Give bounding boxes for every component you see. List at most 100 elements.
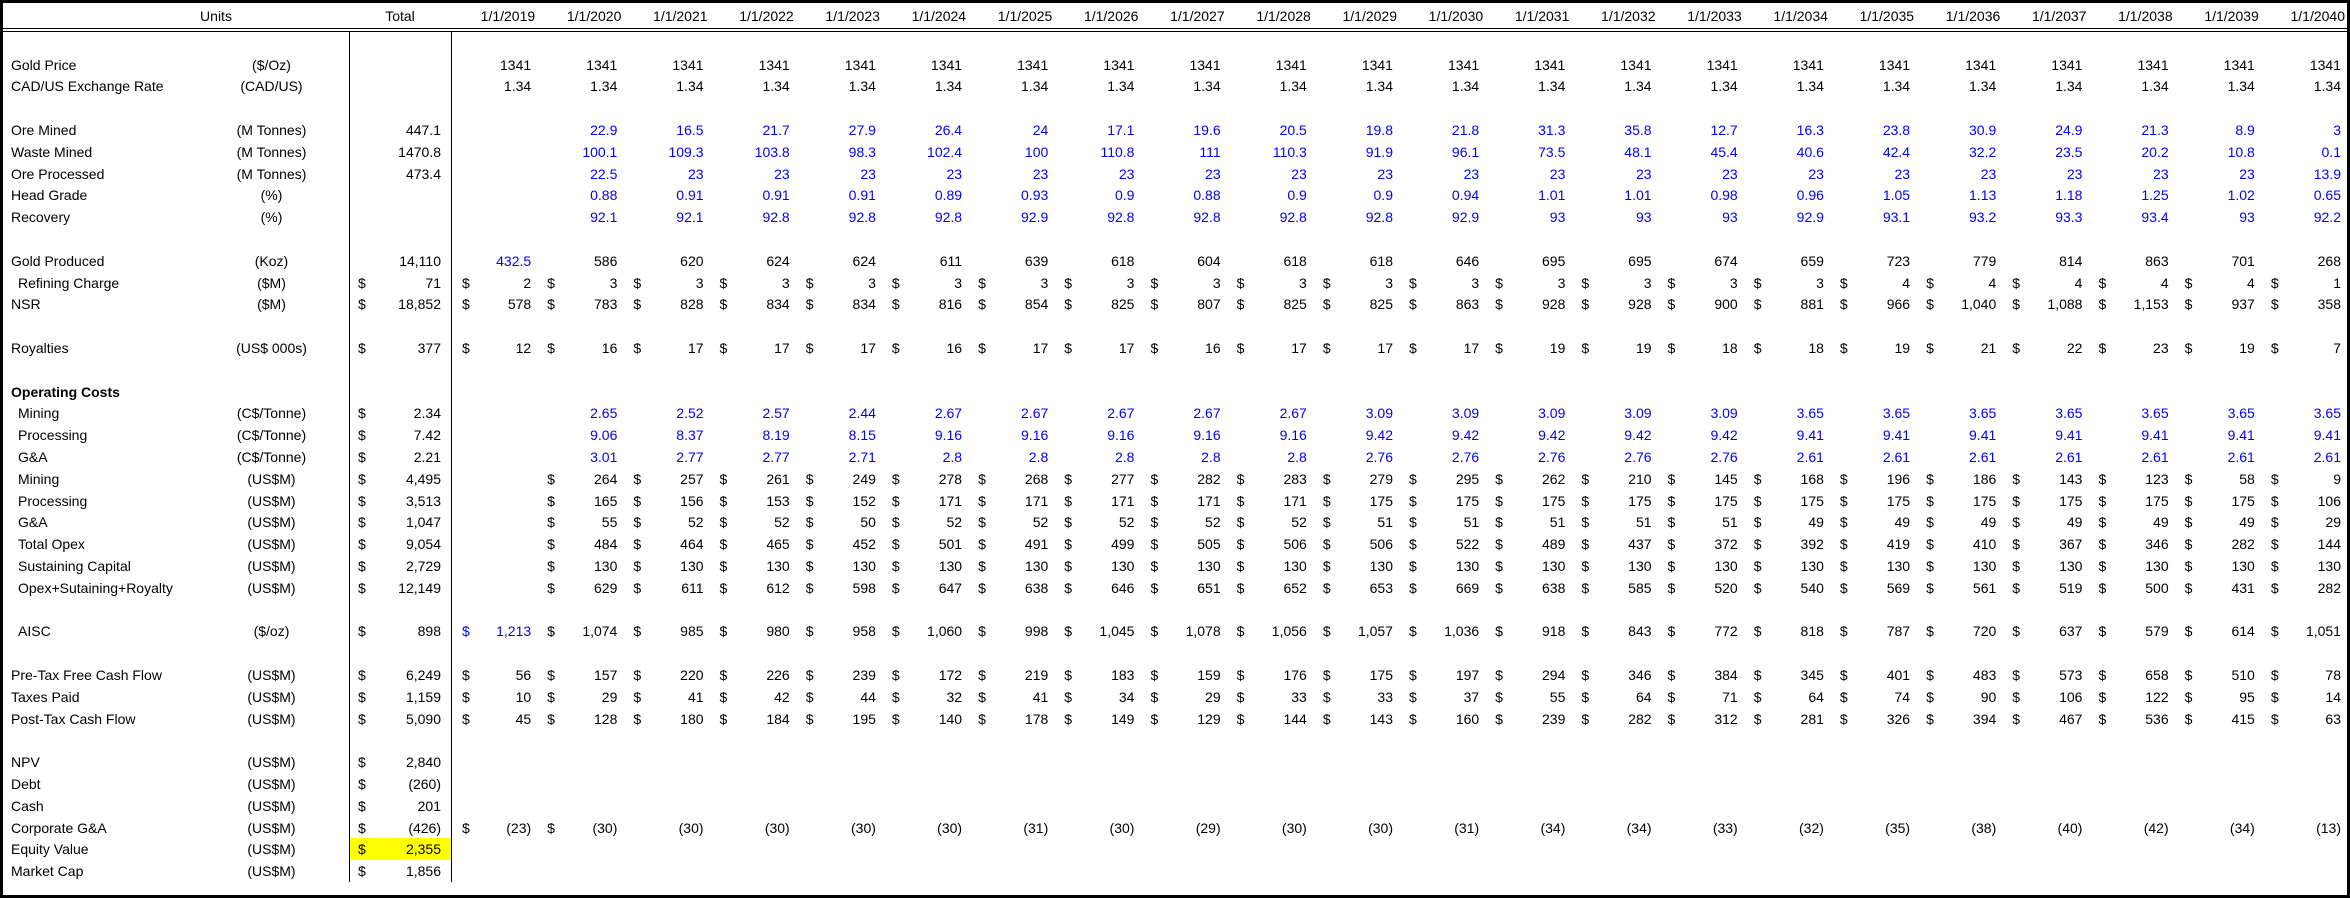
year-value-cell[interactable]: $783 (547, 296, 618, 313)
year-value-cell[interactable]: 1.34 (1538, 78, 1566, 95)
year-value-cell[interactable]: $130 (719, 558, 790, 575)
year-value-cell[interactable]: 1.34 (1279, 78, 1307, 95)
year-value-cell[interactable]: $74 (1839, 688, 1911, 705)
year-value-cell[interactable]: 1.01 (1538, 187, 1566, 204)
row-label[interactable]: AISC (18, 623, 51, 640)
row-units[interactable]: (US$M) (247, 667, 296, 683)
year-value-cell[interactable]: $10 (451, 685, 537, 708)
year-value-cell[interactable]: $825 (1322, 296, 1393, 313)
year-column-header[interactable]: 1/1/2034 (1773, 7, 1828, 24)
year-value-cell[interactable]: $825 (1236, 296, 1307, 313)
empty-year-cell[interactable] (882, 381, 968, 403)
empty-year-cell[interactable] (796, 751, 882, 773)
year-value-cell[interactable]: $1,057 (1322, 623, 1393, 640)
empty-year-cell[interactable] (451, 162, 537, 185)
year-value-cell[interactable]: $372 (1667, 536, 1738, 553)
year-value-cell[interactable]: $33 (1322, 688, 1393, 705)
year-value-cell[interactable]: $95 (2184, 688, 2255, 705)
year-value-cell[interactable]: 9.42 (1624, 427, 1652, 444)
year-value-cell[interactable]: $129 (1150, 710, 1221, 727)
year-value-cell[interactable]: $573 (2012, 667, 2083, 683)
empty-year-cell[interactable] (796, 795, 882, 817)
empty-year-cell[interactable] (1658, 795, 1744, 817)
year-value-cell[interactable]: $55 (1495, 688, 1566, 705)
year-value-cell[interactable]: $522 (1408, 536, 1480, 553)
year-value-cell[interactable]: $536 (2098, 710, 2169, 727)
row-units[interactable]: (US$M) (247, 470, 296, 487)
year-column-header[interactable]: 1/1/2039 (2204, 7, 2259, 24)
year-value-cell[interactable]: $638 (1495, 579, 1566, 596)
empty-year-cell[interactable] (1916, 381, 2002, 403)
empty-year-cell[interactable] (451, 380, 537, 403)
year-value-cell[interactable]: 1341 (1792, 56, 1824, 73)
year-value-cell[interactable]: $283 (1236, 470, 1307, 487)
year-value-cell[interactable]: $3 (1408, 274, 1480, 291)
year-value-cell[interactable]: 92.8 (1365, 209, 1393, 226)
row-units[interactable]: (US$M) (247, 688, 296, 705)
row-label[interactable]: Processing (18, 427, 88, 444)
year-value-cell[interactable]: $1,036 (1408, 623, 1480, 640)
year-value-cell[interactable]: 92.1 (590, 209, 618, 226)
year-value-cell[interactable]: $176 (1236, 667, 1307, 683)
row-label[interactable]: NSR (11, 296, 41, 313)
row-label[interactable]: Pre-Tax Free Cash Flow (11, 667, 162, 683)
year-value-cell[interactable]: $78 (2270, 667, 2341, 683)
year-value-cell[interactable]: 3.09 (1451, 405, 1480, 422)
year-value-cell[interactable]: 92.9 (1796, 209, 1824, 226)
year-value-cell[interactable]: $175 (2098, 492, 2169, 509)
year-value-cell[interactable]: 2.67 (1193, 405, 1221, 422)
year-value-cell[interactable]: 23 (860, 165, 876, 182)
year-value-cell[interactable]: 24 (1032, 122, 1049, 139)
year-value-cell[interactable]: 21.7 (762, 122, 790, 139)
year-value-cell[interactable]: $29 (2270, 514, 2341, 531)
year-value-cell[interactable]: $937 (2184, 296, 2255, 313)
year-value-cell[interactable]: $171 (1236, 492, 1307, 509)
empty-year-cell[interactable] (451, 576, 537, 599)
empty-year-cell[interactable] (2175, 838, 2261, 860)
year-value-cell[interactable]: $130 (547, 558, 618, 575)
year-value-cell[interactable]: 1.34 (2055, 78, 2083, 95)
empty-year-cell[interactable] (623, 860, 709, 882)
year-value-cell[interactable]: $3 (1581, 274, 1652, 291)
year-value-cell[interactable]: $145 (1667, 470, 1738, 487)
total-cell[interactable]: $4,495 (349, 467, 451, 490)
row-units[interactable]: (C$/Tonne) (236, 405, 307, 422)
year-value-cell[interactable]: $629 (547, 579, 618, 596)
year-value-cell[interactable]: (29) (1195, 819, 1221, 836)
year-value-cell[interactable]: 1341 (1706, 56, 1738, 73)
year-value-cell[interactable]: $51 (1495, 514, 1566, 531)
total-cell[interactable]: $12,149 (349, 576, 451, 599)
year-value-cell[interactable]: $175 (1581, 492, 1652, 509)
year-column-header[interactable]: 1/1/2025 (997, 7, 1053, 24)
empty-year-cell[interactable] (882, 773, 968, 795)
year-value-cell[interactable]: (40) (2057, 819, 2083, 836)
year-column-header[interactable]: 1/1/2029 (1342, 7, 1397, 24)
empty-year-cell[interactable] (1227, 795, 1313, 817)
year-value-cell[interactable]: $239 (805, 667, 876, 683)
year-value-cell[interactable]: 2.65 (590, 405, 618, 422)
year-value-cell[interactable]: 2.44 (848, 405, 876, 422)
year-value-cell[interactable]: $71 (1667, 688, 1738, 705)
year-value-cell[interactable]: 2.61 (1882, 449, 1911, 466)
year-value-cell[interactable]: 42.4 (1882, 143, 1911, 160)
empty-year-cell[interactable] (451, 751, 537, 774)
year-value-cell[interactable]: $153 (719, 492, 790, 509)
empty-year-cell[interactable] (451, 206, 537, 229)
year-value-cell[interactable]: $183 (1064, 667, 1135, 683)
year-value-cell[interactable]: $49 (1839, 514, 1911, 531)
year-value-cell[interactable]: (30) (764, 819, 790, 836)
year-value-cell[interactable]: 48.1 (1624, 143, 1652, 160)
year-value-cell[interactable]: 695 (1542, 252, 1566, 269)
year-value-cell[interactable]: 1.34 (451, 75, 537, 98)
year-value-cell[interactable]: 3 (2333, 122, 2341, 139)
year-value-cell[interactable]: 91.9 (1365, 143, 1393, 160)
empty-year-cell[interactable] (2261, 381, 2347, 403)
year-value-cell[interactable]: $1,045 (1064, 623, 1135, 640)
empty-year-cell[interactable] (1054, 381, 1140, 403)
year-value-cell[interactable]: 1.25 (2141, 187, 2169, 204)
year-value-cell[interactable]: $171 (978, 492, 1049, 509)
empty-year-cell[interactable] (451, 533, 537, 556)
empty-year-cell[interactable] (451, 184, 537, 207)
empty-year-cell[interactable] (1140, 838, 1226, 860)
total-cell[interactable]: $2,840 (349, 751, 451, 774)
